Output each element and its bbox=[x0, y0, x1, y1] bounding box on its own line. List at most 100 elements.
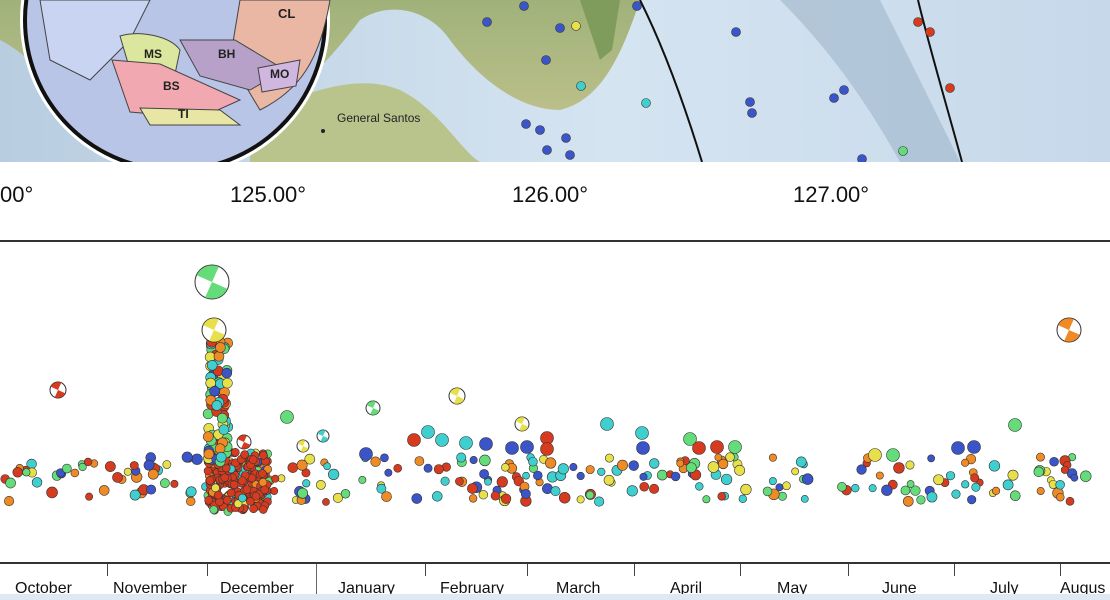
timeline-quake-dot bbox=[469, 456, 478, 465]
timeline-quake-dot bbox=[215, 451, 227, 463]
timeline-quake-dot bbox=[520, 440, 534, 454]
timeline-quake-dot bbox=[222, 377, 233, 389]
timeline-quake-dot bbox=[801, 473, 814, 485]
timeline-quake-dot bbox=[991, 486, 1001, 495]
map-quake-dot bbox=[747, 108, 757, 118]
timeline-quake-dot bbox=[533, 470, 543, 481]
timeline-quake-dot bbox=[249, 504, 258, 513]
month-label: February bbox=[440, 580, 505, 597]
timeline-quake-dot bbox=[1008, 418, 1022, 432]
timeline-panel[interactable] bbox=[0, 240, 1110, 564]
timeline-quake-dot bbox=[768, 477, 777, 486]
timeline-quake-dot bbox=[605, 453, 614, 463]
month-label: October bbox=[15, 580, 72, 597]
focal-mechanism-icon[interactable] bbox=[194, 264, 230, 300]
timeline-quake-dot bbox=[1060, 465, 1069, 474]
timeline-quake-dot bbox=[520, 488, 531, 499]
inset-label-bh: BH bbox=[218, 47, 235, 61]
boundary-line bbox=[917, 0, 963, 162]
timeline-quake-dot bbox=[1049, 456, 1059, 467]
inset-label-cl: CL bbox=[278, 6, 295, 21]
focal-mechanism-icon[interactable] bbox=[316, 429, 330, 443]
timeline-quake-dot bbox=[440, 476, 450, 486]
timeline-quake-dot bbox=[259, 451, 268, 460]
map-quake-dot bbox=[521, 119, 531, 129]
timeline-quake-dot bbox=[900, 485, 911, 496]
timeline-quake-dot bbox=[271, 474, 280, 483]
timeline-quake-dot bbox=[304, 453, 316, 465]
map-view[interactable]: CL MS BH BS MO TI General Santos bbox=[0, 0, 1110, 164]
timeline-quake-dot bbox=[656, 469, 668, 481]
map-quake-dot bbox=[482, 17, 492, 27]
month-label: December bbox=[220, 580, 294, 597]
timeline-quake-dot bbox=[240, 450, 249, 459]
inset-label-bs: BS bbox=[163, 79, 180, 93]
timeline-quake-dot bbox=[961, 480, 970, 489]
timeline-quake-dot bbox=[585, 465, 595, 475]
focal-mechanism-icon[interactable] bbox=[448, 387, 466, 405]
timeline-quake-dot bbox=[791, 467, 799, 476]
timeline-quake-dot bbox=[967, 440, 981, 454]
timeline-quake-dot bbox=[927, 454, 936, 463]
timeline-quake-dot bbox=[635, 426, 649, 440]
timeline-quake-dot bbox=[258, 469, 267, 478]
timeline-quake-dot bbox=[886, 448, 900, 462]
timeline-quake-dot bbox=[205, 476, 215, 485]
focal-mechanism-icon[interactable] bbox=[296, 439, 310, 453]
timeline-quake-dot bbox=[1055, 480, 1065, 490]
map-quake-dot bbox=[565, 150, 575, 160]
timeline-quake-dot bbox=[649, 483, 660, 494]
timeline-quake-dot bbox=[226, 488, 236, 498]
timeline-quake-dot bbox=[129, 489, 141, 501]
timeline-quake-dot bbox=[215, 342, 226, 353]
inset-label-ms: MS bbox=[144, 47, 162, 61]
longitude-label: 125.00° bbox=[230, 182, 307, 207]
timeline-quake-dot bbox=[229, 480, 239, 490]
focal-mechanism-icon[interactable] bbox=[365, 400, 381, 416]
trench-shade bbox=[780, 0, 960, 162]
timeline-quake-dot bbox=[585, 490, 595, 500]
timeline-quake-dot bbox=[270, 486, 279, 495]
timeline-quake-dot bbox=[707, 461, 720, 473]
month-tick bbox=[954, 564, 955, 576]
timeline-quake-dot bbox=[692, 441, 706, 455]
map-quake-dot bbox=[925, 27, 935, 37]
timeline-quake-dot bbox=[782, 481, 791, 491]
timeline-quake-dot bbox=[500, 493, 512, 504]
timeline-quake-dot bbox=[594, 496, 605, 507]
timeline-quake-dot bbox=[479, 437, 493, 451]
focal-mechanism-icon[interactable] bbox=[514, 416, 530, 432]
timeline-quake-dot bbox=[393, 463, 402, 473]
month-tick bbox=[634, 564, 635, 576]
timeline-quake-dot bbox=[676, 459, 685, 468]
timeline-quake-dot bbox=[597, 467, 606, 476]
timeline-quake-dot bbox=[411, 493, 423, 504]
timeline-quake-dot bbox=[258, 505, 268, 514]
month-tick bbox=[1060, 564, 1061, 576]
map-quake-dot bbox=[839, 85, 849, 95]
focal-mechanism-icon[interactable] bbox=[201, 317, 227, 343]
timeline-quake-dot bbox=[407, 433, 421, 447]
month-label: April bbox=[670, 580, 703, 597]
timeline-quake-dot bbox=[220, 473, 230, 482]
timeline-quake-dot bbox=[221, 367, 233, 379]
timeline-quake-dot bbox=[340, 489, 351, 499]
timeline-quake-dot bbox=[628, 460, 639, 471]
map-quake-dot bbox=[945, 83, 955, 93]
timeline-quake-dot bbox=[467, 483, 478, 494]
focal-mechanism-icon[interactable] bbox=[49, 381, 67, 399]
timeline-quake-dot bbox=[710, 440, 724, 454]
focal-mechanisms bbox=[49, 264, 1082, 453]
month-label: March bbox=[556, 580, 601, 597]
timeline-quake-dot bbox=[725, 452, 735, 462]
longitude-axis: 00° 125.00° 126.00° 127.00° bbox=[0, 162, 1110, 240]
focal-mechanism-icon[interactable] bbox=[236, 434, 252, 450]
timeline-quake-dot bbox=[31, 477, 43, 488]
timeline-quake-dot bbox=[479, 454, 491, 467]
timeline-quake-dot bbox=[478, 490, 489, 500]
timeline-quake-dot bbox=[384, 468, 393, 477]
timeline-quake-dot bbox=[702, 495, 711, 504]
timeline-quake-dot bbox=[129, 461, 139, 470]
map-quake-dot bbox=[641, 98, 651, 108]
focal-mechanism-icon[interactable] bbox=[1056, 317, 1082, 343]
